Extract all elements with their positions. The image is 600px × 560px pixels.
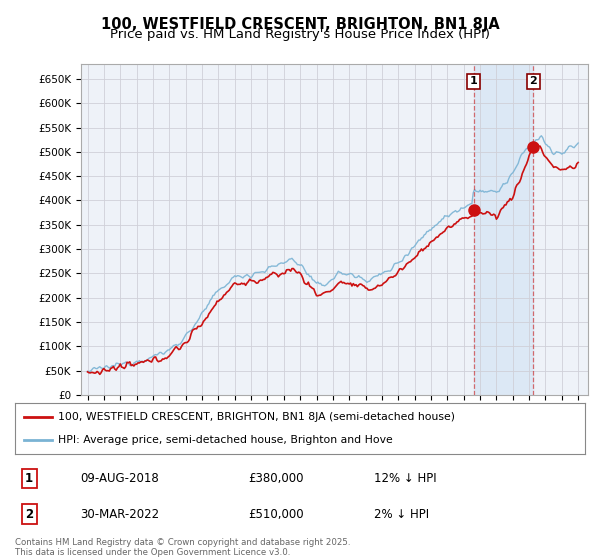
Text: 2: 2 (25, 508, 34, 521)
Bar (474, 64, 533, 395)
Text: 30-MAR-2022: 30-MAR-2022 (80, 508, 160, 521)
Text: 1: 1 (470, 76, 478, 86)
Text: HPI: Average price, semi-detached house, Brighton and Hove: HPI: Average price, semi-detached house,… (58, 435, 392, 445)
Text: £380,000: £380,000 (249, 472, 304, 485)
Text: Contains HM Land Registry data © Crown copyright and database right 2025.
This d: Contains HM Land Registry data © Crown c… (15, 538, 350, 557)
Text: 100, WESTFIELD CRESCENT, BRIGHTON, BN1 8JA: 100, WESTFIELD CRESCENT, BRIGHTON, BN1 8… (101, 17, 499, 32)
Text: 1: 1 (25, 472, 34, 485)
Text: 2: 2 (529, 76, 537, 86)
Text: 2% ↓ HPI: 2% ↓ HPI (374, 508, 429, 521)
Text: Price paid vs. HM Land Registry's House Price Index (HPI): Price paid vs. HM Land Registry's House … (110, 28, 490, 41)
Text: £510,000: £510,000 (249, 508, 304, 521)
Text: 12% ↓ HPI: 12% ↓ HPI (374, 472, 437, 485)
Text: 09-AUG-2018: 09-AUG-2018 (80, 472, 160, 485)
Text: 100, WESTFIELD CRESCENT, BRIGHTON, BN1 8JA (semi-detached house): 100, WESTFIELD CRESCENT, BRIGHTON, BN1 8… (58, 412, 455, 422)
